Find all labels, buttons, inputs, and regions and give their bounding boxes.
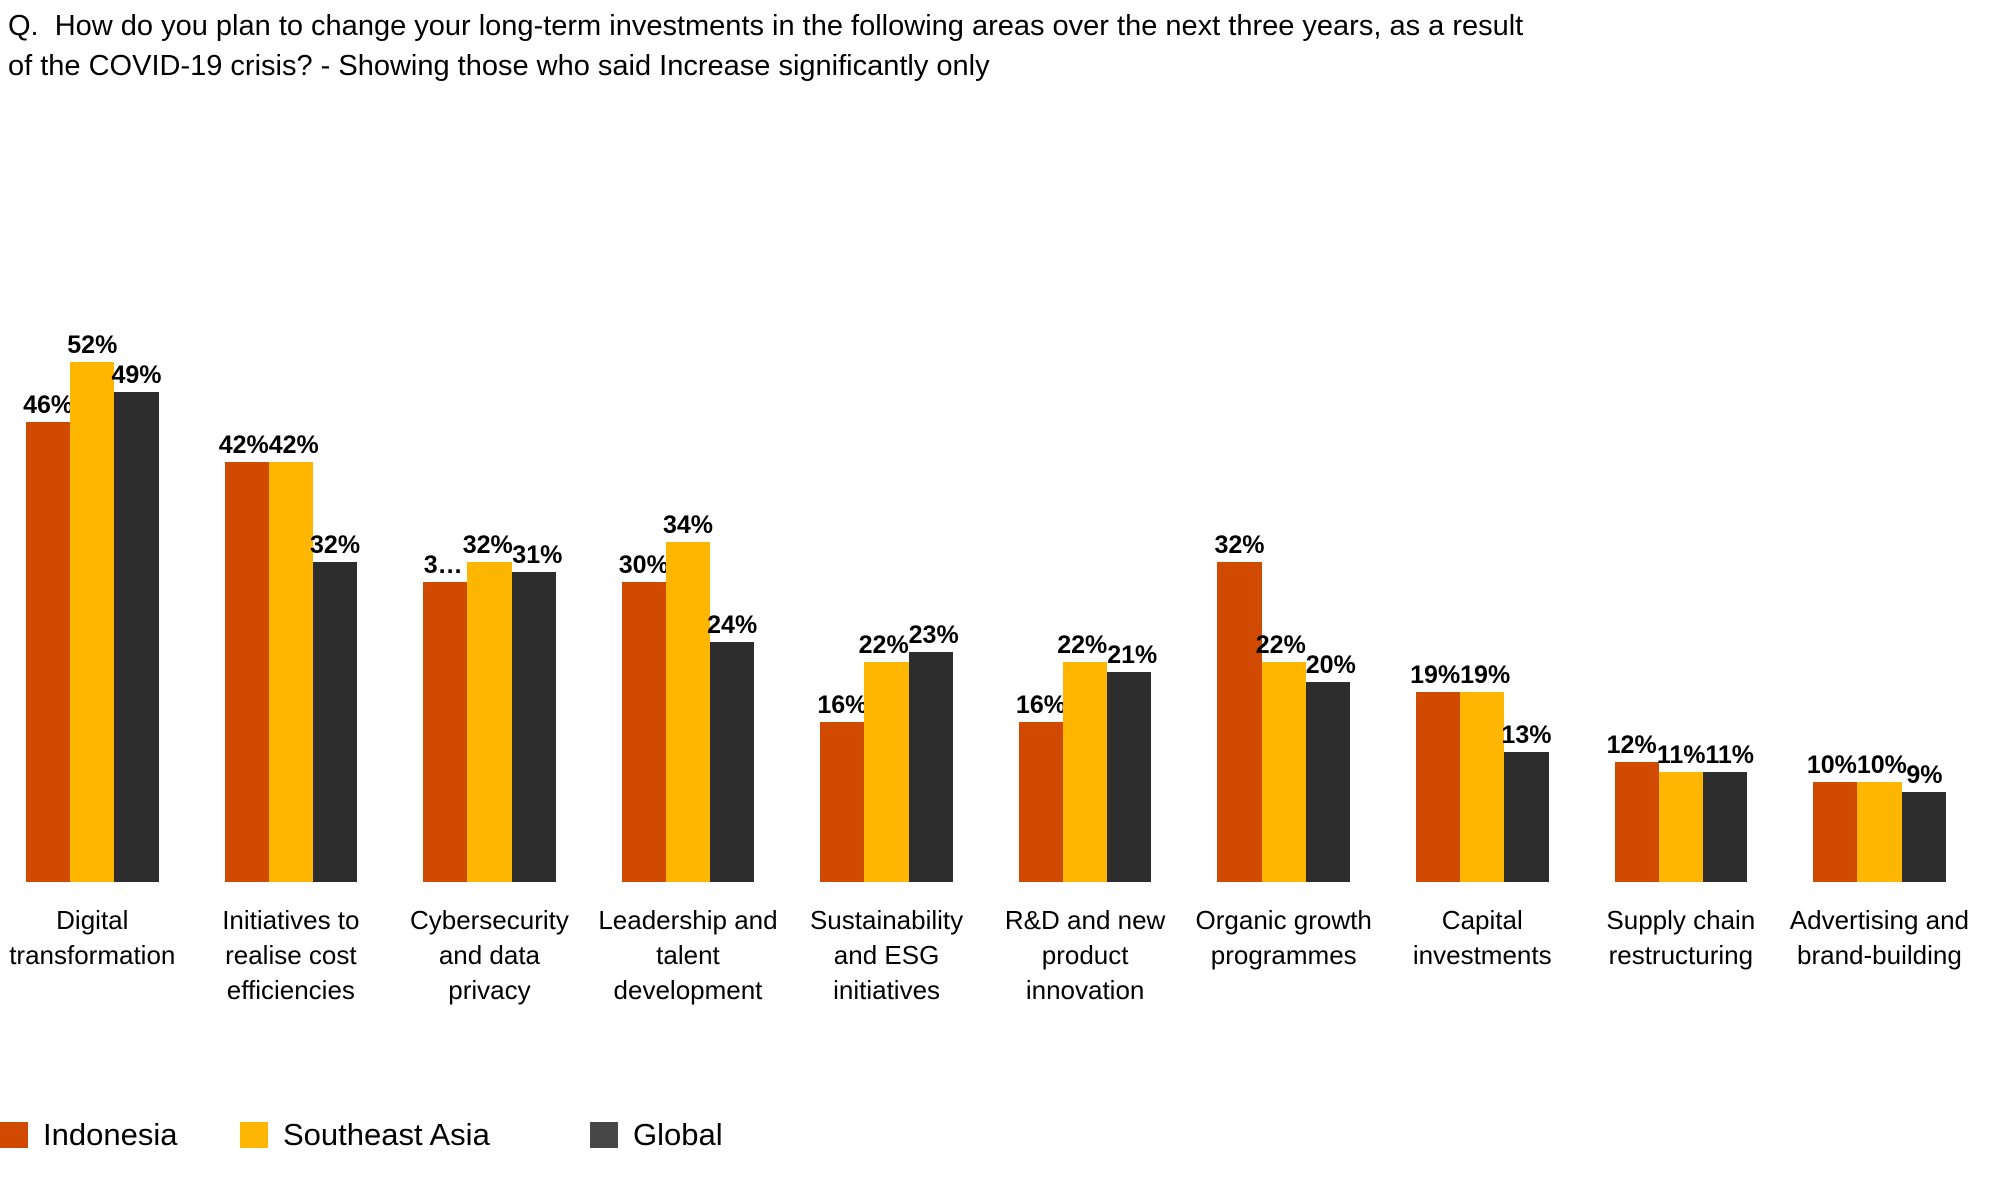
- bar-indonesia: [1614, 762, 1659, 882]
- category-label: Supply chain restructuring: [1606, 905, 1756, 970]
- category-label: Organic growth programmes: [1195, 905, 1372, 970]
- category-label: Capital investments: [1412, 905, 1552, 970]
- bar-southeast-asia: [1460, 692, 1505, 882]
- bar-global: [312, 562, 358, 882]
- bar-value-label: 22%: [1255, 631, 1306, 659]
- category-label: Sustainability and ESG initiatives: [809, 905, 964, 1005]
- legend-label: Southeast Asia: [283, 1117, 490, 1152]
- bar-southeast-asia: [1063, 662, 1108, 882]
- legend-item-southeast-asia: Southeast Asia: [240, 1119, 490, 1151]
- bar-southeast-asia: [70, 362, 115, 882]
- bar-southeast-asia: [864, 662, 909, 882]
- bar-global: [710, 642, 755, 882]
- bar-value-label: 31%: [512, 541, 563, 569]
- bar-value-label: 11%: [1656, 741, 1706, 769]
- bar-southeast-asia: [665, 542, 711, 882]
- bar-value-label: 20%: [1305, 651, 1356, 679]
- bar-global: [1702, 772, 1748, 882]
- bar-value-label: 9%: [1906, 761, 1943, 789]
- bar-indonesia: [820, 722, 865, 882]
- bar-global: [1504, 752, 1549, 882]
- bar-global: [1305, 682, 1350, 882]
- bar-value-label: 10%: [1806, 751, 1857, 779]
- bar-value-label: 22%: [858, 631, 909, 659]
- bar-value-label: 52%: [67, 331, 118, 359]
- bar-value-label: 42%: [218, 431, 269, 459]
- bar-value-label: 12%: [1606, 731, 1657, 759]
- bar-value-label: 3…: [423, 551, 463, 579]
- category-label: Leadership and talent development: [598, 905, 778, 1005]
- bar-value-label: 30%: [618, 551, 669, 579]
- legend-swatch: [590, 1122, 618, 1148]
- bar-value-label: 32%: [310, 531, 361, 559]
- legend-label: Global: [633, 1117, 723, 1152]
- bar-value-label: 16%: [1015, 691, 1066, 719]
- category-label: Advertising and brand-building: [1789, 905, 1970, 970]
- legend-swatch: [0, 1122, 28, 1148]
- bar-indonesia: [423, 582, 468, 882]
- legend-label: Indonesia: [43, 1117, 178, 1152]
- bar-value-label: 24%: [707, 611, 758, 639]
- bar-indonesia: [1415, 692, 1461, 882]
- bar-global: [114, 392, 159, 882]
- bar-global: [908, 652, 953, 882]
- bar-value-label: 42%: [268, 431, 319, 459]
- bar-value-label: 23%: [908, 621, 959, 649]
- bar-value-label: 46%: [23, 391, 74, 419]
- category-label: R&D and new product innovation: [1004, 905, 1166, 1005]
- bar-indonesia: [26, 422, 71, 882]
- legend-swatch: [240, 1122, 268, 1148]
- bar-global: [1107, 672, 1152, 882]
- bar-value-label: 32%: [462, 531, 513, 559]
- bar-value-label: 49%: [111, 361, 162, 389]
- category-label: Cybersecurity and data privacy: [409, 905, 569, 1005]
- bar-value-label: 32%: [1214, 531, 1265, 559]
- bar-southeast-asia: [1658, 772, 1703, 882]
- bar-global: [1901, 792, 1946, 882]
- bar-southeast-asia: [1857, 782, 1902, 882]
- category-label: Initiatives to realise cost efficiencies: [222, 905, 360, 1005]
- bar-southeast-asia: [268, 462, 313, 882]
- bar-indonesia: [1018, 722, 1064, 882]
- legend-item-indonesia: Indonesia: [0, 1119, 177, 1151]
- bar-value-label: 19%: [1460, 661, 1511, 689]
- bar-indonesia: [621, 582, 666, 882]
- bar-southeast-asia: [467, 562, 512, 882]
- bar-indonesia: [224, 462, 269, 882]
- bar-global: [511, 572, 556, 882]
- chart-question-title: Q. How do you plan to change your long-t…: [8, 10, 1524, 82]
- bar-indonesia: [1217, 562, 1262, 882]
- bar-value-label: 10%: [1856, 751, 1907, 779]
- bar-value-label: 11%: [1705, 741, 1755, 769]
- bar-value-label: 34%: [662, 511, 714, 539]
- bar-indonesia: [1813, 782, 1858, 882]
- bar-value-label: 22%: [1057, 631, 1108, 659]
- bar-value-label: 19%: [1410, 661, 1461, 689]
- legend-item-global: Global: [590, 1119, 723, 1151]
- category-label: Digital transformation: [9, 905, 176, 970]
- bar-value-label: 13%: [1501, 721, 1552, 749]
- bar-southeast-asia: [1261, 662, 1306, 882]
- bar-value-label: 16%: [817, 691, 868, 719]
- bar-value-label: 21%: [1107, 641, 1158, 669]
